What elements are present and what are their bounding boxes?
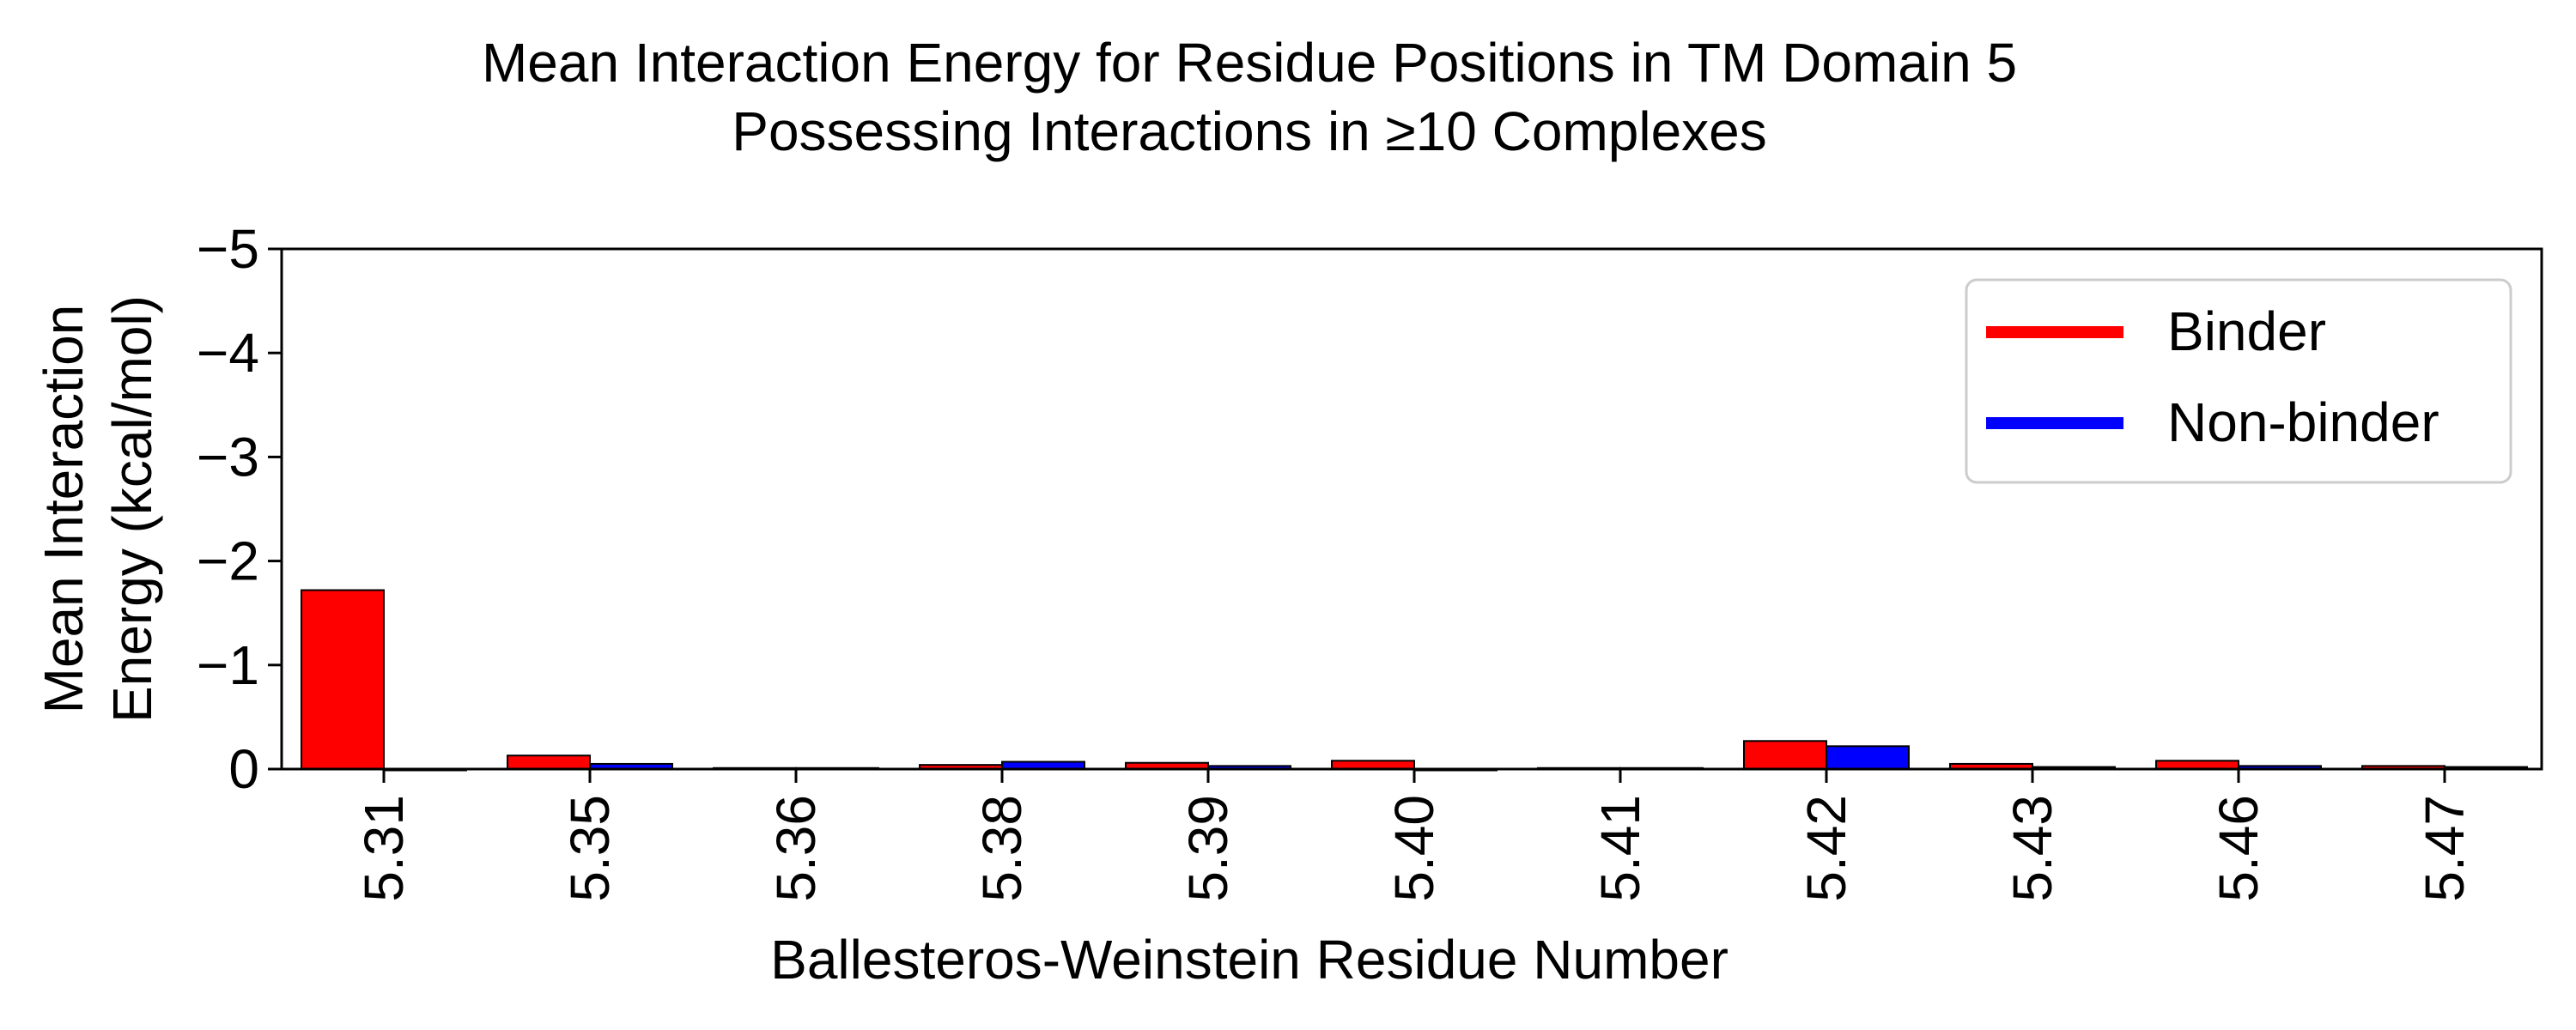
x-tick-label-5.43: 5.43 <box>2002 795 2063 902</box>
y-tick-label: −3 <box>197 426 259 488</box>
legend: Binder Non-binder <box>1965 278 2512 484</box>
plot-frame <box>280 247 2543 771</box>
x-tick-label-5.41: 5.41 <box>1589 795 1651 902</box>
bar-binder-5.42 <box>1743 740 1827 770</box>
x-tick-label-5.47: 5.47 <box>2414 795 2476 902</box>
y-tick-label: −1 <box>197 634 259 696</box>
bar-binder-5.31 <box>301 589 385 771</box>
chart-title-line-2: Possessing Interactions in ≥10 Complexes <box>732 100 1767 162</box>
x-tick-label-5.38: 5.38 <box>971 795 1033 902</box>
x-axis-label: Ballesteros-Weinstein Residue Number <box>770 929 1728 991</box>
x-tick-label-5.42: 5.42 <box>1795 795 1857 902</box>
y-tick-label: 0 <box>228 738 259 800</box>
x-tick-label-5.31: 5.31 <box>353 795 415 902</box>
legend-label-non-binder: Non-binder <box>2167 391 2439 453</box>
x-tick-label-5.39: 5.39 <box>1177 795 1239 902</box>
x-tick-label-5.46: 5.46 <box>2208 795 2269 902</box>
y-tick-label: −5 <box>197 218 259 280</box>
y-tick-label: −4 <box>197 322 259 384</box>
bars-layer <box>301 589 2528 772</box>
y-axis-label-line-2: Energy (kcal/mol) <box>101 295 163 723</box>
y-tick-label: −2 <box>197 530 259 592</box>
ticks-layer: 0 −1 −2 −3 −4 −5 5.31 5.35 5.36 5.38 5.39 5.40 5.41 5… <box>197 218 2476 902</box>
x-tick-label-5.40: 5.40 <box>1383 795 1445 902</box>
legend-label-binder: Binder <box>2167 300 2326 362</box>
bar-non-binder-5.42 <box>1826 745 1910 770</box>
bar-binder-5.35 <box>507 754 591 771</box>
x-tick-label-5.35: 5.35 <box>559 795 621 902</box>
chart-title-line-1: Mean Interaction Energy for Residue Posi… <box>482 32 2017 94</box>
y-axis-label-line-1: Mean Interaction <box>33 305 94 714</box>
x-tick-label-5.36: 5.36 <box>765 795 827 902</box>
